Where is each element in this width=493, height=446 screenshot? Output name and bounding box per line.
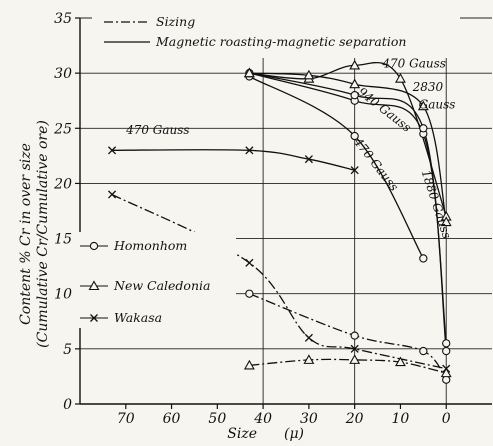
point-new-caledonia: [440, 216, 452, 227]
point-wakasa: [304, 333, 313, 342]
x-tick-label: 50: [208, 411, 226, 427]
annotation-gauss-label: 470 Gauss: [381, 57, 446, 71]
legend-markers-box: [74, 232, 236, 328]
point-wakasa: [245, 258, 254, 267]
annotation-gauss-label: 470 Gauss: [125, 123, 190, 137]
point-new-caledonia: [349, 59, 361, 70]
point-homonhom: [442, 339, 451, 348]
point-homonhom: [419, 254, 428, 263]
y-tick-label: 25: [53, 121, 72, 137]
x-axis-unit: (μ): [284, 426, 304, 442]
point-homonhom: [350, 331, 359, 340]
legend-wakasa-marker: [90, 314, 98, 322]
y-axis-label-line2: (Cumulative Cr/Cumulative ore): [35, 120, 51, 348]
axes: 0 5 10 15 20 25 30 35 70 60 50 40 30 20 10 0: [53, 11, 492, 427]
x-tick-label: 40: [253, 411, 272, 427]
legend-homonhom-label: Homonhom: [113, 238, 187, 253]
series-line-new-caledonia-magnetic: [249, 62, 447, 217]
x-tick-label: 0: [442, 411, 451, 427]
point-new-caledonia: [395, 356, 406, 367]
point-homonhom: [350, 131, 359, 141]
legend-new-caledonia-label: New Caledonia: [113, 278, 210, 293]
annotation-gauss-label: 1880 Gauss: [419, 168, 454, 240]
markers-group: [107, 59, 452, 384]
legend-homonhom: Homonhom: [80, 238, 187, 253]
series-line-homonhom-sizing: [249, 293, 447, 381]
series-line-wakasa-sizing: [111, 193, 447, 370]
point-homonhom: [419, 124, 428, 133]
x-axis-label: Size: [227, 426, 257, 442]
annotation-gauss-label: 470 Gauss: [350, 134, 401, 193]
point-new-caledonia: [349, 354, 361, 364]
point-wakasa: [350, 166, 359, 175]
legend-markers: Homonhom New Caledonia Wakasa: [74, 232, 236, 328]
annotation-gauss-label: 2830: [412, 80, 444, 94]
point-homonhom: [350, 91, 359, 100]
x-tick-label: 30: [300, 411, 318, 427]
point-wakasa: [107, 190, 117, 199]
point-homonhom: [245, 289, 254, 298]
point-wakasa: [107, 146, 117, 155]
series-line-homonhom-magnetic: [249, 72, 447, 352]
grid: [80, 17, 492, 404]
legend-new-caledonia-marker: [88, 280, 100, 291]
x-tick-label: 10: [392, 411, 410, 427]
point-new-caledonia: [395, 73, 406, 83]
y-tick-label: 10: [54, 287, 72, 303]
point-new-caledonia: [303, 69, 315, 80]
series-line-new-caledonia-sizing: [249, 358, 447, 374]
y-tick-label: 0: [63, 397, 72, 413]
point-new-caledonia: [243, 359, 255, 370]
point-wakasa: [350, 344, 359, 353]
legend-magnetic-label: Magnetic roasting-magnetic separation: [155, 34, 406, 49]
legend-homonhom-marker: [89, 241, 99, 251]
x-tick-label: 70: [117, 411, 135, 427]
point-homonhom: [442, 375, 451, 384]
x-tick-label: 20: [345, 411, 364, 427]
series-line-wakasa-magnetic: [111, 149, 355, 171]
point-new-caledonia: [417, 100, 429, 111]
legend-sizing-label: Sizing: [156, 14, 195, 29]
legend-new-caledonia: New Caledonia: [80, 278, 210, 293]
series-line-homonhom-magnetic: [249, 75, 424, 259]
y-tick-label: 35: [54, 11, 72, 27]
point-new-caledonia: [349, 78, 361, 89]
legend-wakasa-label: Wakasa: [114, 310, 162, 325]
legend-wakasa: Wakasa: [80, 310, 162, 325]
legend-lines-box: [92, 10, 460, 58]
point-new-caledonia: [303, 354, 315, 364]
y-tick-label: 30: [54, 66, 72, 82]
legend-lines: Sizing Magnetic roasting-magnetic separa…: [92, 10, 460, 58]
point-wakasa: [442, 364, 451, 373]
y-tick-label: 5: [63, 342, 72, 358]
point-wakasa: [245, 146, 254, 155]
annotation-gauss-label: Gauss: [419, 97, 456, 111]
y-axis-label-line1: Content % Cr in over size: [18, 143, 34, 325]
point-new-caledonia: [243, 67, 255, 78]
point-homonhom: [419, 346, 428, 356]
x-tick-label: 60: [163, 411, 181, 427]
point-new-caledonia: [440, 367, 452, 378]
y-tick-label: 20: [53, 176, 72, 192]
series-line-new-caledonia-magnetic: [249, 72, 447, 223]
point-wakasa: [304, 155, 313, 164]
y-tick-label: 15: [54, 232, 72, 248]
axis-titles: Size (μ) Content % Cr in over size (Cumu…: [18, 120, 304, 442]
point-homonhom: [442, 346, 451, 356]
